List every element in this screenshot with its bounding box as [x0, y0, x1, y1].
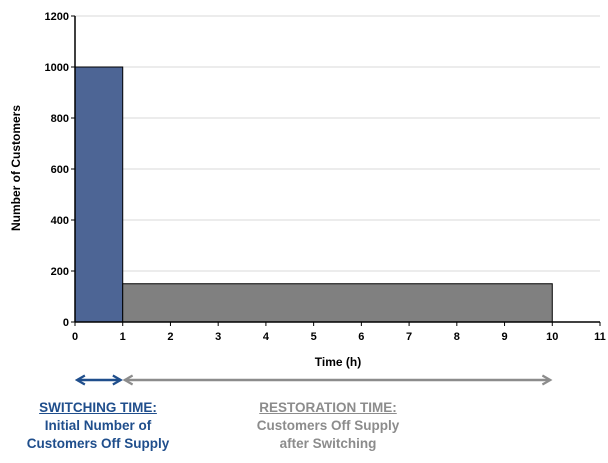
x-axis-title: Time (h): [315, 355, 361, 369]
restoration-time-heading: RESTORATION TIME:: [259, 400, 397, 415]
bar-switching: [74, 66, 124, 323]
x-tick-label-1: 1: [120, 331, 126, 343]
bar-chart: 0 200 400 600 800 1000 1200 0 1 2 3 4 5 6 7 8 9 10 11 Time…: [9, 11, 606, 386]
tick-labels: 0 200 400 600 800 1000 1200 0 1 2 3 4 5 6 7 8 9 10 11: [45, 11, 606, 343]
axes: [71, 15, 601, 326]
switching-time-heading: SWITCHING TIME:: [39, 400, 157, 415]
x-tick-label-0: 0: [72, 331, 78, 343]
x-tick-label-7: 7: [406, 331, 412, 343]
gridlines: [75, 15, 600, 272]
x-tick-label-3: 3: [215, 331, 221, 343]
restoration-time-caption: RESTORATION TIME: Customers Off Supply a…: [228, 399, 428, 453]
y-tick-label-200: 200: [51, 266, 69, 278]
switching-time-line-1: Initial Number of: [44, 418, 152, 433]
bar-restoration: [122, 283, 553, 323]
x-tick-label-9: 9: [501, 331, 507, 343]
switching-time-line-2: Customers Off Supply: [26, 436, 170, 451]
y-tick-label-1000: 1000: [45, 62, 69, 74]
y-tick-label-1200: 1200: [45, 11, 69, 23]
y-tick-label-800: 800: [51, 113, 69, 125]
restoration-time-line-1: Customers Off Supply: [256, 418, 400, 433]
x-tick-label-2: 2: [167, 331, 173, 343]
x-tick-label-10: 10: [546, 331, 558, 343]
bars: [74, 66, 553, 323]
x-tick-label-11: 11: [594, 331, 606, 343]
y-tick-label-0: 0: [63, 317, 69, 329]
switching-time-caption: SWITCHING TIME: Initial Number of Custom…: [0, 399, 196, 453]
x-tick-label-6: 6: [358, 331, 364, 343]
restoration-time-line-2: after Switching: [279, 436, 377, 451]
y-axis-title: Number of Customers: [9, 105, 23, 231]
x-tick-label-4: 4: [263, 331, 270, 343]
x-tick-label-8: 8: [454, 331, 460, 343]
y-tick-label-600: 600: [51, 164, 69, 176]
x-tick-label-5: 5: [311, 331, 317, 343]
y-tick-label-400: 400: [51, 215, 69, 227]
